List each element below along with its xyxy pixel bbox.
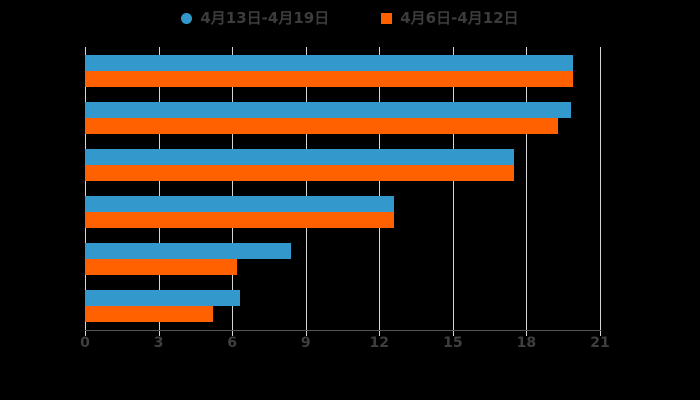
x-tick-label-18: 18 (516, 335, 537, 351)
x-tick-label-6: 6 (227, 335, 238, 351)
gridline-9 (305, 47, 307, 330)
legend-label-series-1: 4月13日-4月19日 (200, 8, 330, 27)
x-tick-label-12: 12 (369, 335, 390, 351)
gridline-12 (379, 47, 381, 330)
gridline-18 (526, 47, 528, 330)
chart-legend: 4月13日-4月19日 4月6日-4月12日 (0, 6, 700, 30)
gridline-6 (232, 47, 234, 330)
bar-韩国-series-1[interactable] (85, 148, 515, 165)
legend-item-series-2[interactable]: 4月6日-4月12日 (381, 8, 519, 27)
bar-其他-series-1[interactable] (85, 196, 394, 213)
bar-日本-series-1[interactable] (85, 290, 240, 307)
legend-marker-square-icon (381, 12, 393, 24)
x-tick-mark-12 (379, 330, 381, 336)
x-tick-mark-15 (452, 330, 454, 336)
legend-label-series-2: 4月6日-4月12日 (400, 8, 519, 27)
x-tick-mark-21 (600, 330, 601, 336)
gridline-0 (85, 47, 86, 330)
gridline-15 (452, 47, 454, 330)
x-tick-mark-18 (526, 330, 528, 336)
bar-其他-series-2[interactable] (85, 212, 394, 229)
x-tick-label-9: 9 (300, 335, 311, 351)
x-axis-line (85, 330, 601, 331)
x-tick-label-15: 15 (443, 335, 463, 351)
bar-中国-series-1[interactable] (85, 243, 291, 260)
gridline-3 (158, 47, 160, 330)
bar-日本-series-2[interactable] (85, 306, 213, 323)
x-tick-mark-3 (158, 330, 160, 336)
x-tick-label-0: 0 (80, 335, 90, 351)
x-tick-mark-9 (305, 330, 307, 336)
x-tick-mark-6 (232, 330, 234, 336)
x-tick-mark-0 (85, 330, 86, 336)
x-tick-label-3: 3 (153, 335, 164, 351)
plot-area (85, 47, 601, 336)
bar-英国-series-1[interactable] (85, 54, 574, 71)
bar-韩国-series-2[interactable] (85, 164, 515, 181)
x-tick-label-21: 21 (590, 335, 610, 351)
bar-德国-series-2[interactable] (85, 117, 559, 134)
bar-英国-series-2[interactable] (85, 70, 574, 87)
legend-item-series-1[interactable]: 4月13日-4月19日 (181, 8, 330, 27)
gridline-21 (600, 47, 601, 330)
bar-德国-series-1[interactable] (85, 101, 571, 118)
bar-中国-series-2[interactable] (85, 259, 238, 276)
legend-marker-circle-icon (181, 12, 193, 24)
